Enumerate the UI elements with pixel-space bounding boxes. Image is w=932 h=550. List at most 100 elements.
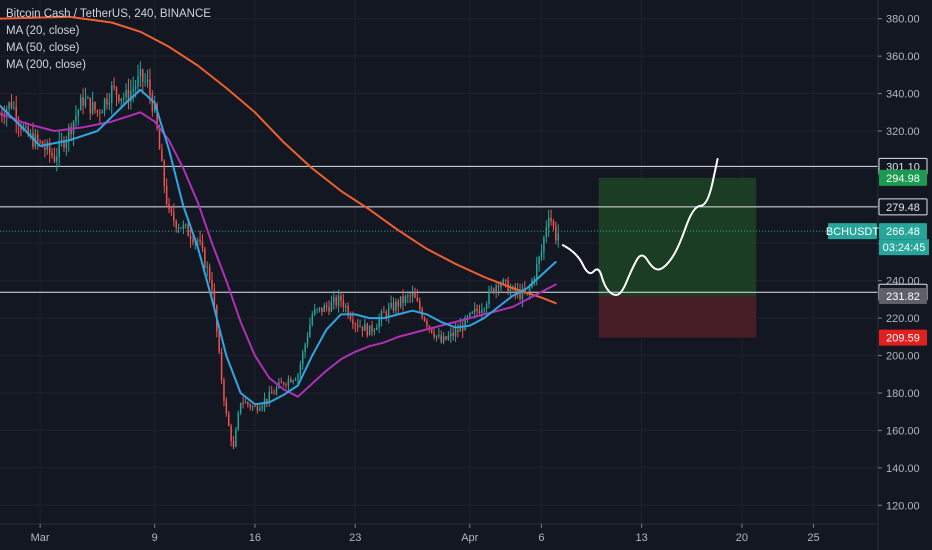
candle-body: [521, 289, 524, 299]
candle-body: [46, 143, 49, 150]
candle-body: [471, 311, 474, 314]
candle-body: [361, 326, 364, 331]
candle-body: [256, 406, 259, 411]
candle-body: [524, 289, 526, 293]
candle-body: [125, 89, 127, 98]
symbol-title[interactable]: Bitcoin Cash / TetherUS, 240, BINANCE: [6, 8, 211, 20]
stop-loss-zone[interactable]: [598, 296, 757, 338]
candle-body: [299, 364, 302, 375]
candle-body: [495, 285, 497, 293]
candle-body: [230, 425, 232, 442]
candle-body: [316, 309, 318, 311]
candle-body: [497, 285, 500, 288]
candle-body: [469, 313, 471, 318]
candle-body: [354, 324, 357, 326]
candle-body: [103, 98, 106, 112]
candle-body: [273, 393, 275, 395]
candle-body: [254, 406, 256, 408]
candle-body: [416, 297, 419, 302]
chart-grid: [0, 0, 878, 524]
candle-body: [134, 86, 137, 89]
price-tick-label: 380.00: [886, 14, 920, 26]
candle-body: [550, 217, 552, 222]
time-axis[interactable]: Mar 9 16 23 Apr 6 13 20 25: [0, 523, 878, 550]
candle-body: [371, 325, 373, 332]
candle-body: [146, 79, 149, 82]
candle-body: [115, 87, 118, 95]
ma20-legend[interactable]: MA (20, close): [6, 25, 80, 37]
candle-body: [144, 81, 146, 83]
candle-body: [87, 97, 89, 99]
candle-body: [118, 94, 120, 102]
candle-body: [516, 289, 519, 293]
candle-body: [502, 279, 505, 285]
candle-body: [175, 220, 177, 228]
projection-brush-line[interactable]: [561, 158, 719, 296]
projection-drawing[interactable]: [561, 158, 719, 296]
candle-body: [287, 378, 290, 385]
candle-body: [294, 379, 297, 381]
position-zones[interactable]: [598, 177, 757, 338]
candle-body: [208, 266, 211, 281]
ma200-legend[interactable]: MA (200, close): [6, 59, 86, 71]
candle-body: [323, 305, 325, 312]
candle-body: [411, 292, 414, 297]
time-tick-label: 9: [152, 532, 158, 544]
price-tick-label: 160.00: [886, 425, 920, 437]
candlestick-series: [0, 61, 559, 450]
horizontal-levels[interactable]: [0, 165, 878, 293]
candle-body: [335, 297, 337, 306]
candle-body: [395, 301, 397, 311]
candle-body: [218, 331, 220, 352]
candle-body: [407, 295, 409, 297]
candle-body: [65, 140, 68, 148]
candle-body: [543, 237, 545, 252]
candle-body: [321, 307, 323, 312]
candle-body: [356, 324, 359, 327]
candle-body: [110, 85, 113, 103]
candle-body: [132, 88, 134, 92]
candle-body: [113, 85, 115, 88]
candle-body: [433, 332, 435, 337]
price-axis-background: [878, 0, 932, 550]
candle-body: [366, 323, 368, 336]
current-price-tag-label: 266.48: [886, 226, 920, 238]
candle-body: [268, 391, 271, 402]
candle-body: [177, 227, 180, 229]
level-tag-279-label: 279.48: [886, 202, 920, 214]
candle-body: [153, 103, 156, 112]
candle-body: [8, 102, 10, 109]
candle-body: [91, 102, 94, 114]
candle-body: [60, 139, 63, 141]
candle-body: [275, 387, 278, 394]
candle-body: [399, 296, 402, 307]
candle-body: [58, 140, 60, 157]
candle-body: [397, 301, 400, 307]
candle-body: [282, 382, 285, 385]
candle-body: [149, 79, 151, 95]
time-tick-label: 23: [349, 532, 361, 544]
candle-body: [108, 102, 111, 105]
candle-body: [122, 97, 125, 99]
candle-body: [504, 279, 507, 281]
candle-body: [392, 303, 395, 311]
candle-body: [227, 413, 230, 426]
candle-body: [328, 306, 330, 312]
price-axis[interactable]: 120.00140.00160.00180.00200.00220.00240.…: [877, 0, 932, 550]
candle-body: [156, 103, 158, 129]
candle-body: [3, 116, 6, 118]
candle-body: [251, 406, 254, 408]
price-tick-label: 180.00: [886, 388, 920, 400]
candle-body: [89, 97, 92, 114]
candle-body: [454, 330, 457, 337]
candle-body: [249, 404, 251, 408]
price-tick-label: 120.00: [886, 500, 920, 512]
candle-body: [378, 319, 380, 328]
profit-zone[interactable]: [598, 177, 757, 297]
current-price-tag: [879, 223, 927, 240]
candle-body: [466, 317, 469, 319]
candle-body: [82, 97, 84, 106]
candle-body: [204, 248, 206, 268]
ma50-legend[interactable]: MA (50, close): [6, 42, 80, 54]
